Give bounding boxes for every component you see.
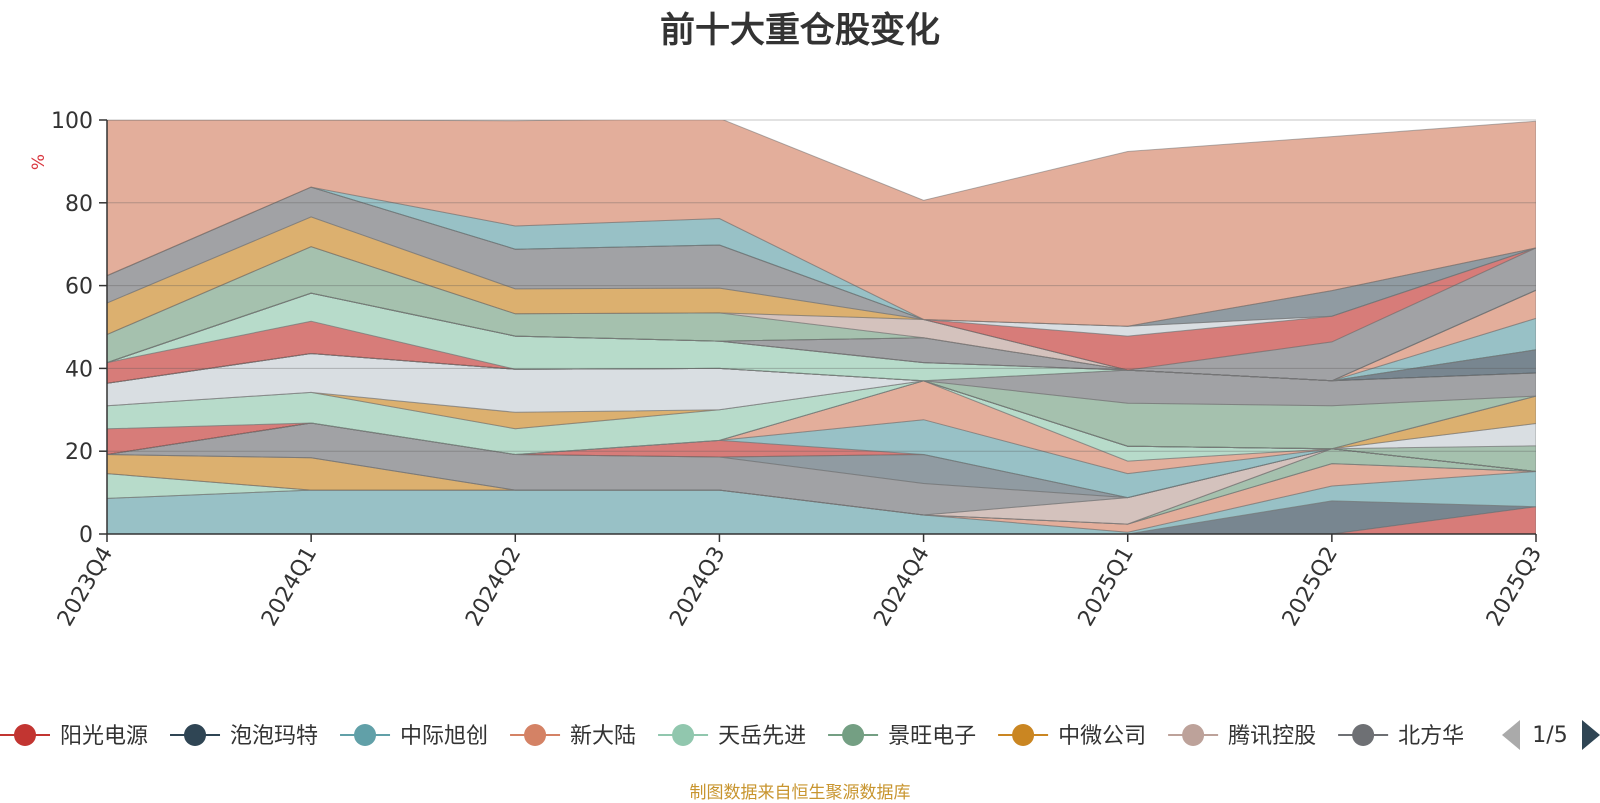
legend-item-8[interactable]: 腾讯控股 [1168,724,1316,749]
source-note: 制图数据来自恒生聚源数据库 [689,783,911,803]
legend-page-indicator: 1/5 [1532,723,1567,748]
x-tick-label-2024Q1: 2024Q1 [257,543,322,631]
legend-label: 中微公司 [1058,724,1146,749]
legend-label: 天岳先进 [718,724,806,749]
legend-label: 北方华创 [1398,724,1486,749]
legend-item-5[interactable]: 天岳先进 [658,724,806,749]
x-tick-label-2025Q3: 2025Q3 [1482,543,1547,631]
legend-marker-icon [672,724,695,746]
x-tick-label-2025Q2: 2025Q2 [1278,543,1343,631]
area-series-1 [107,506,1536,534]
y-tick-label-0: 0 [79,523,93,548]
x-tick-label-2024Q4: 2024Q4 [869,543,934,631]
chart-title: 前十大重仓股变化 [659,11,940,51]
legend-marker-icon [524,724,547,746]
y-tick-label-80: 80 [65,192,93,217]
legend-label: 新大陆 [570,724,636,749]
legend-label: 腾讯控股 [1228,724,1316,749]
legend-label: 泡泡玛特 [230,724,318,749]
legend-item-4[interactable]: 新大陆 [510,724,636,749]
legend-marker-icon [184,724,207,746]
y-tick-labels: 0 20 40 60 80 100 [51,109,107,548]
legend-marker-icon [14,724,36,746]
x-tick-label-2025Q1: 2025Q1 [1074,543,1139,631]
legend-marker-icon [842,724,865,746]
legend-next-icon[interactable] [1582,720,1600,750]
y-tick-label-60: 60 [65,275,93,300]
x-tick-labels: 2023Q4 2024Q1 2024Q2 2024Q3 2024Q4 2025Q1 2025… [53,534,1547,631]
area-series-44 [107,120,1536,327]
legend-marker-icon [354,724,377,746]
legend-label: 中际旭创 [400,724,488,749]
gridlines [107,119,1536,452]
legend-item-6[interactable]: 景旺电子 [828,724,976,749]
y-tick-label-40: 40 [65,357,93,382]
x-tick-label-2024Q3: 2024Q3 [665,543,730,631]
legend-prev-icon[interactable] [1502,720,1520,750]
x-tick-label-2024Q2: 2024Q2 [461,543,526,631]
x-tick-label-2023Q4: 2023Q4 [53,543,118,631]
legend-label: 阳光电源 [60,724,148,749]
legend-item-7[interactable]: 中微公司 [998,724,1146,749]
area-series-2 [107,500,1536,534]
legend-marker-icon [1012,724,1035,746]
legend-item-1[interactable]: 阳光电源 [0,724,148,749]
area-series-layer [107,120,1536,534]
legend-marker-icon [1182,724,1205,746]
legend-item-2[interactable]: 泡泡玛特 [170,724,318,749]
legend-pager: 1/5 [1502,720,1600,750]
y-tick-label-20: 20 [65,440,93,465]
y-tick-label-100: 100 [51,109,93,134]
legend-item-3[interactable]: 中际旭创 [340,724,488,749]
legend: 阳光电源 泡泡玛特 中际旭创 新大陆 天岳先进 景旺电子 中微公司 腾讯控股 北方华创 [0,724,1486,749]
legend-label: 景旺电子 [888,724,976,749]
y-axis-unit-label: % [29,154,49,170]
legend-marker-icon [1352,724,1375,746]
axes: % [29,120,1536,535]
legend-item-9[interactable]: 北方华创 [1338,724,1486,749]
